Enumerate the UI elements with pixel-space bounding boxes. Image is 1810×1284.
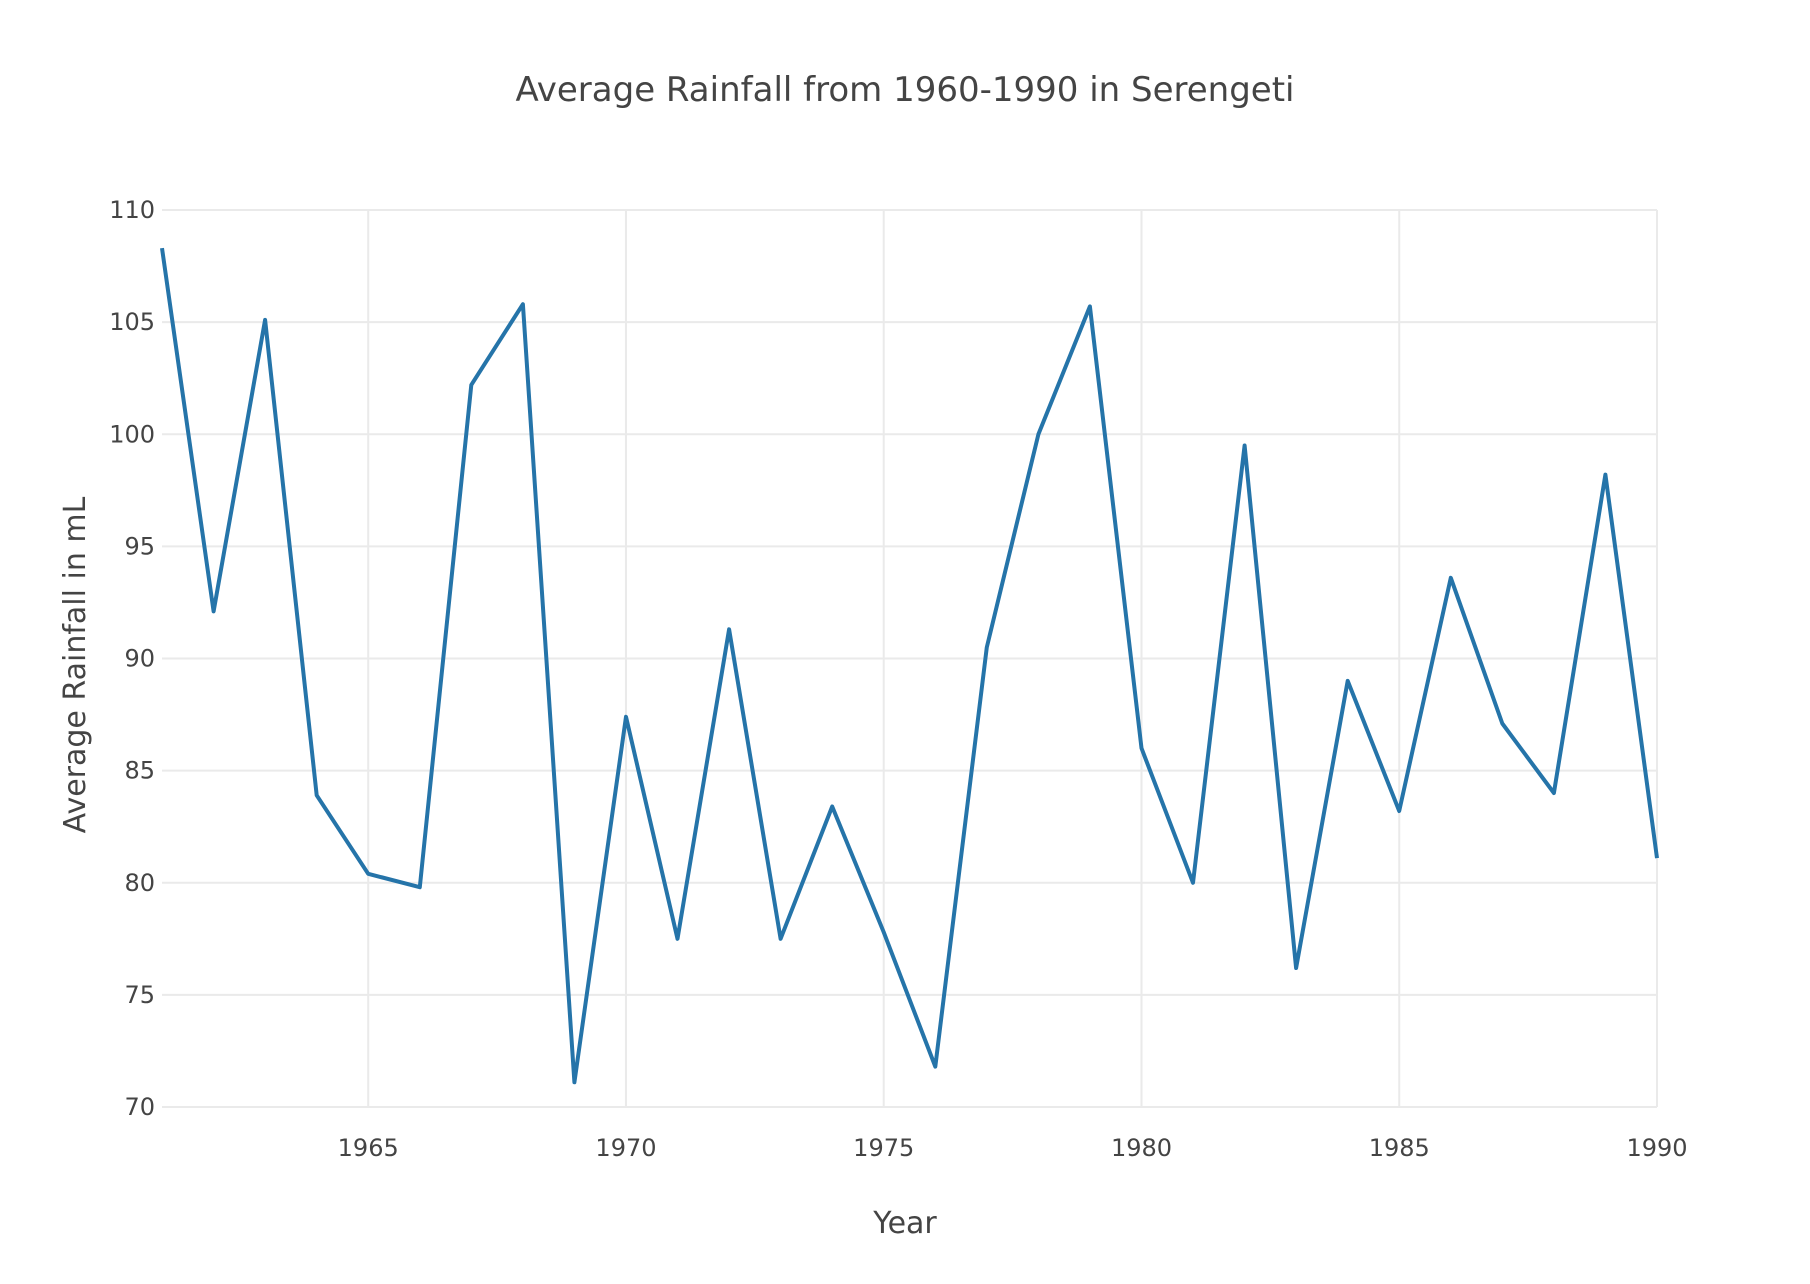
y-tick-label: 75 — [124, 981, 155, 1009]
x-tick-label: 1975 — [853, 1134, 914, 1162]
x-tick-label: 1965 — [338, 1134, 399, 1162]
y-tick-label: 100 — [109, 420, 155, 448]
x-axis-ticks: 1965 1970 1975 1980 1985 1990 — [338, 1134, 1688, 1162]
y-axis-title: Average Rainfall in mL — [58, 496, 93, 833]
x-tick-label: 1990 — [1626, 1134, 1687, 1162]
x-tick-label: 1985 — [1369, 1134, 1430, 1162]
y-tick-label: 80 — [124, 869, 155, 897]
series-line — [160, 247, 1659, 1085]
y-tick-label: 95 — [124, 532, 155, 560]
y-tick-label: 70 — [124, 1093, 155, 1121]
y-tick-label: 85 — [124, 757, 155, 785]
x-axis-title: Year — [872, 1206, 937, 1241]
series-lines — [160, 247, 1659, 1085]
x-tick-label: 1970 — [595, 1134, 656, 1162]
y-tick-label: 105 — [109, 308, 155, 336]
gridlines — [162, 209, 1658, 1108]
chart-title: Average Rainfall from 1960-1990 in Seren… — [516, 70, 1295, 110]
y-axis-ticks: 70 75 80 85 90 95 100 105 110 — [109, 196, 155, 1121]
y-tick-label: 110 — [109, 196, 155, 224]
y-tick-label: 90 — [124, 645, 155, 673]
x-tick-label: 1980 — [1111, 1134, 1172, 1162]
